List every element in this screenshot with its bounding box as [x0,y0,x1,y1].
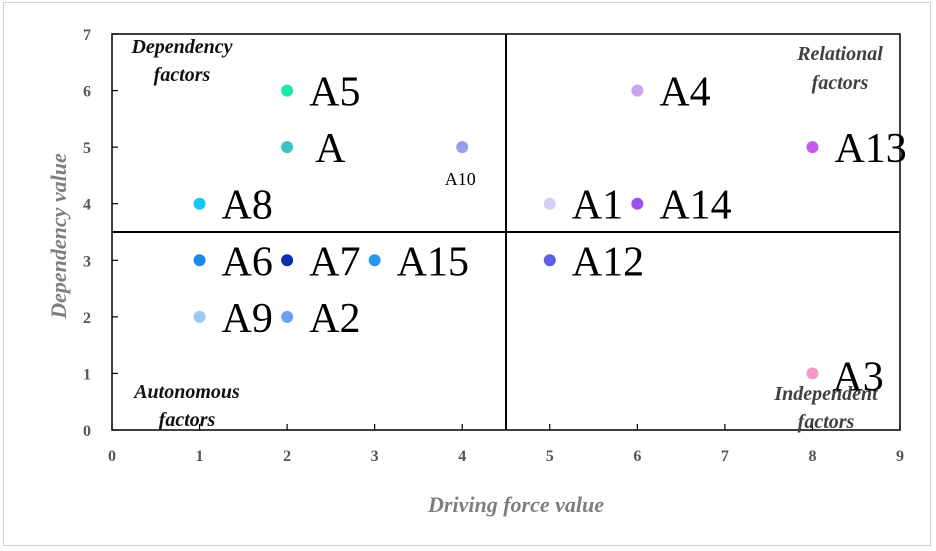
point-a13 [806,141,819,154]
data-points: A5 A A10 A8 A6 A7 A15 A9 A2 A4 A13 A1 A14 A12 A3 [193,70,907,400]
point-a1 [543,197,556,210]
x-tick-label: 9 [896,448,904,465]
x-tick-label: 1 [196,448,204,465]
point-label-a4: A4 [659,70,710,116]
axis-titles: Driving force value Dependency value [46,153,604,517]
point-a3 [806,367,819,380]
x-tick-label: 3 [371,448,379,465]
point-label-a: A [315,126,346,172]
y-tick-label: 4 [83,197,91,214]
point-label-a13: A13 [834,126,906,172]
y-tick-label: 3 [83,253,91,270]
point-a [281,141,294,154]
point-a10 [456,141,469,154]
quadrant-label-autonomous: factors [159,409,216,431]
y-tick-label: 7 [83,27,91,44]
point-label-a2: A2 [309,296,360,342]
point-label-a12: A12 [572,239,644,285]
point-a12 [543,254,556,267]
point-label-a9: A9 [222,296,273,342]
point-a9 [193,310,206,323]
quadrant-labels: Dependency factors Relational factors Autono… [130,36,883,433]
x-tick-label: 7 [721,448,729,465]
x-tick-label: 0 [108,448,116,465]
x-tick-label: 5 [546,448,554,465]
quadrant-label-dependency: factors [154,64,211,86]
x-tick-label: 4 [458,448,466,465]
point-a5 [281,84,294,97]
chart-frame [3,2,931,546]
point-label-a3: A3 [832,354,883,400]
point-label-a15: A15 [397,239,469,285]
y-axis-title: Dependency value [46,153,71,320]
point-label-a14: A14 [659,183,731,229]
point-label-a8: A8 [222,183,273,229]
y-tick-label: 6 [83,84,91,101]
point-label-a7: A7 [309,239,360,285]
point-a2 [281,310,294,323]
point-a8 [193,197,206,210]
point-a14 [631,197,644,210]
x-axis-title: Driving force value [427,492,604,517]
y-tick-label: 1 [83,366,91,383]
quadrant-label-independent: factors [798,411,855,433]
tick-labels: 0 1 2 3 4 5 6 7 8 9 0 1 2 3 4 5 6 7 [83,27,904,465]
point-label-a10: A10 [445,169,476,189]
quadrant-label-relational: factors [812,72,869,94]
y-tick-label: 5 [83,140,91,157]
quadrant-label-relational: Relational [796,43,883,65]
point-a6 [193,254,206,267]
x-tick-label: 8 [808,448,816,465]
point-label-a6: A6 [222,239,273,285]
point-label-a5: A5 [309,70,360,116]
quadrant-label-dependency: Dependency [130,36,232,58]
y-tick-label: 0 [83,423,91,440]
x-tick-label: 2 [283,448,291,465]
point-a15 [368,254,381,267]
quadrant-dividers [112,34,900,430]
quadrant-label-independent: Independent [773,383,879,405]
point-a4 [631,84,644,97]
quadrant-label-autonomous: Autonomous [132,381,240,403]
point-label-a1: A1 [572,183,623,229]
x-tick-label: 6 [633,448,641,465]
y-tick-label: 2 [83,310,91,327]
point-a7 [281,254,294,267]
